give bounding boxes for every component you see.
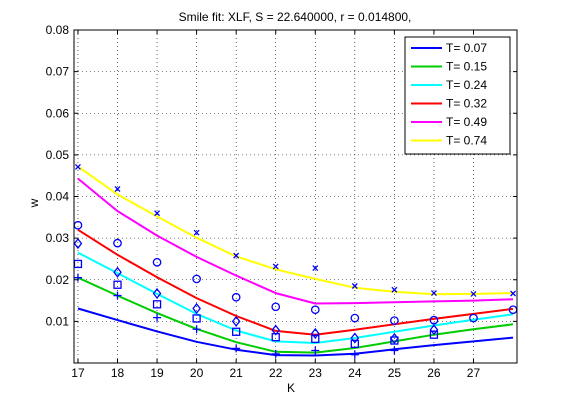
market-point-6 — [470, 290, 477, 297]
market-point-3 — [271, 324, 281, 336]
fit-line-6 — [77, 165, 514, 296]
series-layer — [77, 165, 514, 357]
x-tick-label: 24 — [348, 366, 362, 380]
market-point-1 — [271, 349, 280, 358]
x-tick-label: 18 — [111, 366, 125, 380]
market-point-6 — [233, 252, 240, 259]
x-tick-label: 19 — [150, 366, 164, 380]
market-point-4 — [231, 292, 241, 302]
market-point-3 — [429, 324, 439, 336]
market-point-2 — [232, 327, 241, 336]
market-point-1 — [390, 346, 399, 355]
market-point-1 — [113, 291, 122, 300]
market-point-6 — [114, 186, 121, 192]
market-point-3 — [231, 315, 241, 327]
market-point-3 — [73, 237, 83, 250]
market-point-4 — [310, 305, 320, 315]
legend-box — [404, 36, 511, 155]
fit-line-2 — [77, 276, 514, 354]
legend-label-2: T= 0.15 — [446, 60, 487, 74]
x-tick-label: 27 — [467, 366, 481, 380]
legend-label-4: T= 0.32 — [446, 97, 487, 111]
y-tick-label: 0.07 — [46, 65, 70, 79]
x-tick-label: 21 — [229, 366, 243, 380]
market-point-6 — [510, 290, 517, 297]
market-point-2 — [113, 280, 122, 289]
legend-label-1: T= 0.07 — [446, 41, 487, 55]
x-tick-label: 26 — [427, 366, 441, 380]
x-tick-label: 22 — [269, 366, 283, 380]
x-axis-label: K — [287, 381, 295, 395]
market-point-2 — [311, 334, 320, 344]
legend-label-3: T= 0.24 — [446, 78, 487, 92]
market-point-3 — [152, 287, 162, 300]
fit-line-5 — [77, 177, 514, 305]
market-point-4 — [350, 313, 360, 323]
y-tick-label: 0.06 — [46, 106, 70, 120]
legend-label-6: T= 0.74 — [446, 134, 487, 148]
y-tick-label: 0.03 — [46, 231, 70, 245]
market-point-1 — [153, 313, 162, 322]
market-point-3 — [390, 332, 399, 344]
market-point-4 — [390, 316, 399, 325]
market-point-2 — [429, 330, 439, 339]
market-point-4 — [152, 257, 162, 267]
y-tick-label: 0.02 — [46, 273, 70, 287]
y-tick-label: 0.08 — [46, 23, 70, 37]
market-point-3 — [350, 332, 360, 344]
market-point-1 — [311, 346, 320, 355]
market-point-2 — [152, 300, 162, 309]
market-point-3 — [310, 327, 320, 340]
market-point-6 — [74, 163, 81, 170]
market-point-4 — [271, 302, 281, 312]
marker-layer — [73, 163, 518, 359]
y-axis-label: w — [27, 198, 41, 208]
market-point-1 — [192, 325, 201, 334]
fit-line-3 — [77, 251, 514, 344]
legend: T= 0.07 T= 0.15 T= 0.24 T= 0.32 T= 0.49 T= 0.… — [404, 36, 511, 155]
market-point-6 — [312, 265, 319, 272]
y-tick-label: 0.04 — [46, 190, 70, 204]
market-point-6 — [391, 286, 398, 293]
market-point-1 — [232, 344, 241, 353]
market-point-4 — [113, 238, 122, 248]
market-point-4 — [192, 274, 201, 284]
market-point-2 — [390, 336, 399, 345]
chart-title: Smile fit: XLF, S = 22.640000, r = 0.014… — [179, 10, 412, 24]
market-point-6 — [272, 263, 279, 270]
x-tick-label: 17 — [71, 366, 85, 380]
market-point-3 — [113, 266, 122, 278]
market-point-6 — [430, 290, 437, 297]
market-point-1 — [350, 350, 359, 359]
legend-label-5: T= 0.49 — [446, 115, 487, 129]
market-point-6 — [351, 283, 358, 289]
market-point-4 — [469, 313, 478, 323]
y-tick-label: 0.01 — [46, 314, 70, 328]
fit-line-4 — [77, 228, 514, 336]
market-point-6 — [154, 210, 161, 217]
fit-line-1 — [77, 307, 514, 357]
x-tick-label: 20 — [190, 366, 204, 380]
market-point-2 — [192, 314, 201, 323]
market-point-2 — [350, 339, 359, 349]
market-point-3 — [192, 302, 201, 315]
x-tick-label: 25 — [388, 366, 402, 380]
x-tick-label: 23 — [309, 366, 323, 380]
y-tick-label: 0.05 — [46, 148, 70, 162]
market-point-1 — [73, 273, 82, 282]
market-point-6 — [193, 229, 200, 236]
market-point-4 — [429, 315, 439, 325]
tick-layer: 17 18 19 20 21 22 23 24 25 26 27 0.01 0.02 0.03 0.04 0.… — [46, 23, 517, 380]
